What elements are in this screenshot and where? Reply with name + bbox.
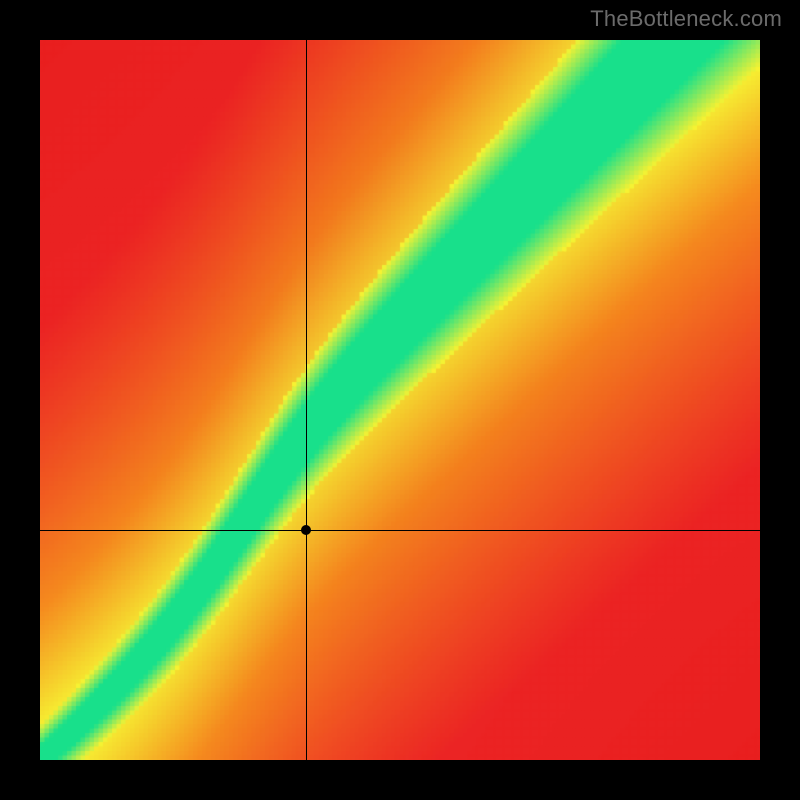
crosshair-vertical: [306, 40, 307, 760]
heatmap-canvas: [40, 40, 760, 760]
bottleneck-marker-dot: [301, 525, 311, 535]
crosshair-horizontal: [40, 530, 760, 531]
bottleneck-heatmap: [40, 40, 760, 760]
watermark-text: TheBottleneck.com: [590, 6, 782, 32]
